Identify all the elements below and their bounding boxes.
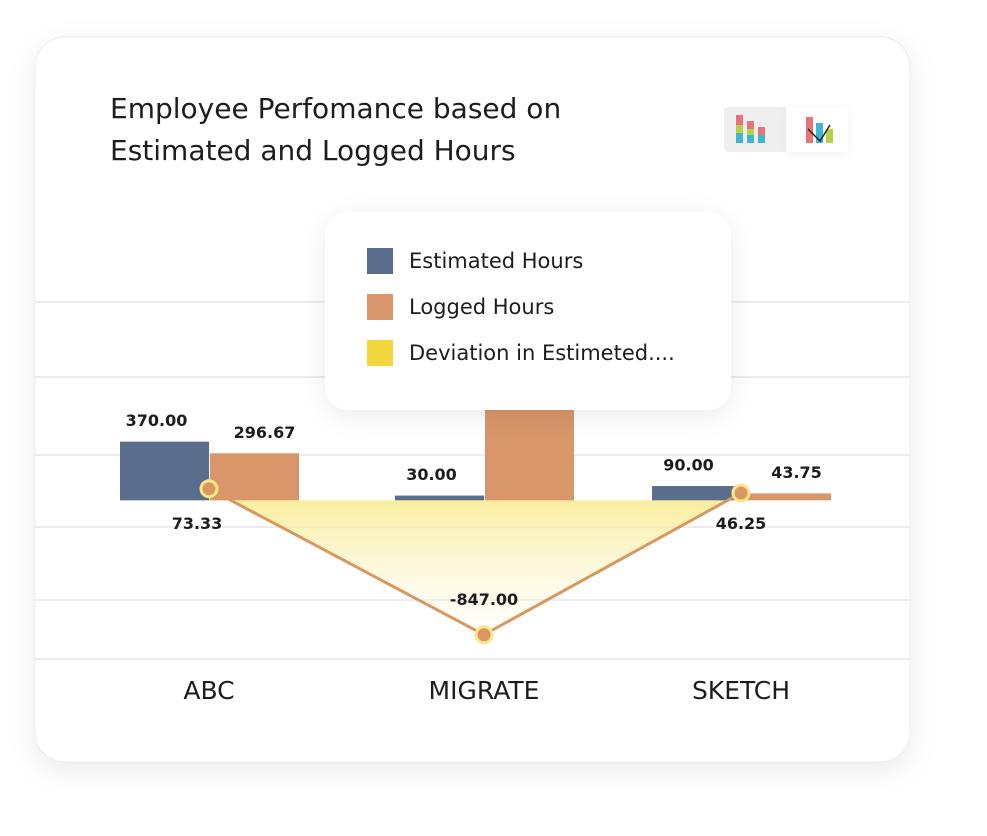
x-tick-label: ABC bbox=[183, 676, 234, 705]
value-label: 90.00 bbox=[663, 456, 714, 475]
value-label: -847.00 bbox=[450, 590, 518, 609]
value-label: 370.00 bbox=[126, 411, 188, 430]
x-tick-label: MIGRATE bbox=[429, 676, 540, 705]
legend-label: Estimated Hours bbox=[409, 249, 584, 273]
legend-item[interactable]: Deviation in Estimeted.... bbox=[367, 340, 675, 366]
deviation-point bbox=[199, 479, 219, 499]
deviation-point bbox=[731, 483, 751, 503]
bar bbox=[120, 441, 209, 501]
legend-label: Logged Hours bbox=[409, 295, 555, 319]
bar-view-toggle[interactable] bbox=[724, 107, 786, 152]
bar bbox=[652, 486, 741, 501]
bar bbox=[395, 495, 484, 501]
deviation-point bbox=[474, 625, 494, 645]
legend-swatch bbox=[367, 248, 393, 274]
legend-item[interactable]: Estimated Hours bbox=[367, 248, 583, 274]
deviation-area bbox=[209, 488, 741, 635]
value-label: 46.25 bbox=[716, 514, 767, 533]
chart-title: Employee Perfomance based on Estimated a… bbox=[110, 92, 562, 167]
legend-swatch bbox=[367, 340, 393, 366]
combo-view-toggle[interactable] bbox=[786, 107, 848, 152]
value-label: 296.67 bbox=[234, 423, 296, 442]
x-tick-label: SKETCH bbox=[692, 676, 790, 705]
legend-item[interactable]: Logged Hours bbox=[367, 294, 554, 320]
value-label: 43.75 bbox=[771, 463, 822, 482]
value-label: 30.00 bbox=[406, 465, 457, 484]
legend: Estimated Hours Logged Hours Deviation in … bbox=[325, 212, 731, 410]
value-label: 73.33 bbox=[172, 514, 223, 533]
bar bbox=[742, 493, 831, 501]
bar bbox=[210, 453, 299, 501]
legend-label: Deviation in Estimeted.... bbox=[409, 341, 675, 365]
legend-swatch bbox=[367, 294, 393, 320]
